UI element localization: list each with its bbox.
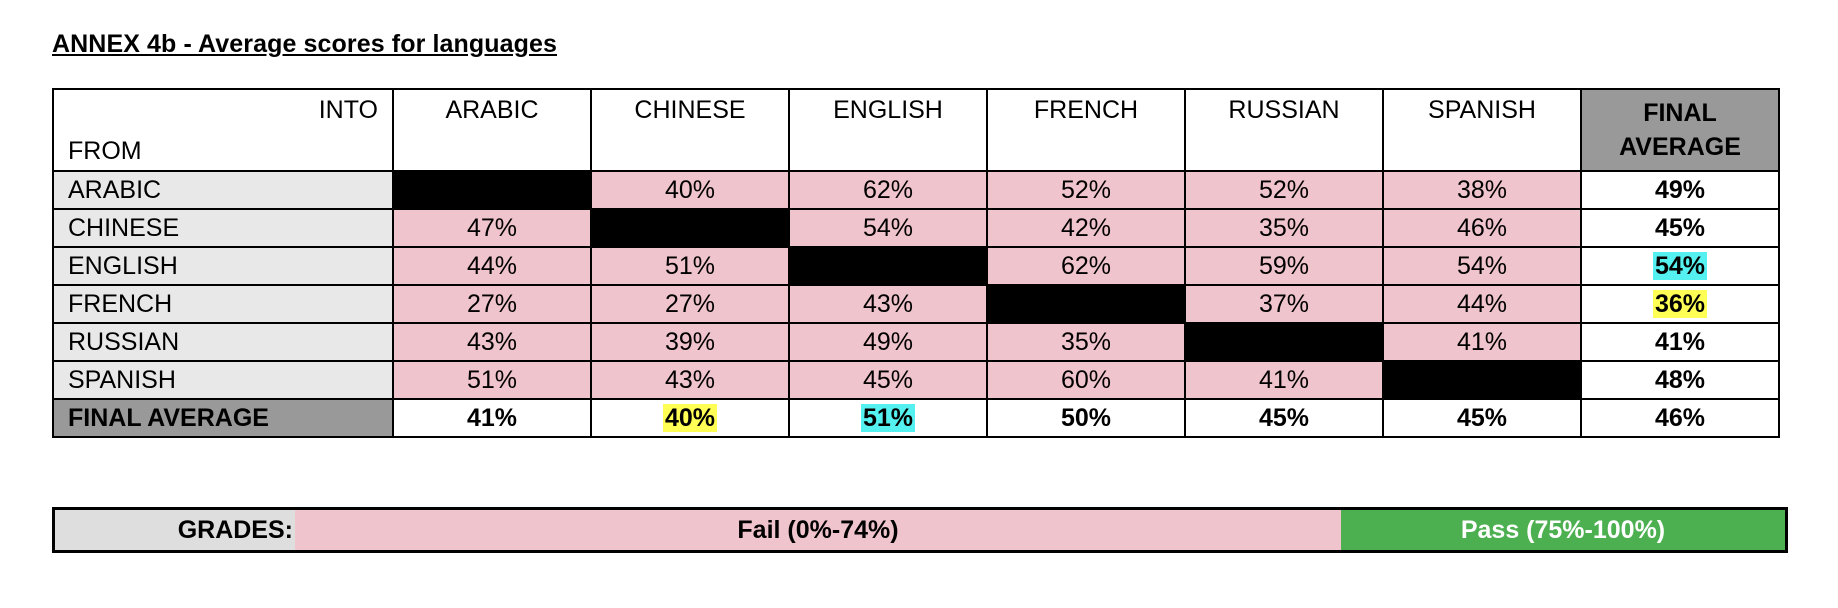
score-cell: 37% [1184,284,1384,324]
score-cell: 44% [392,246,592,286]
score-cell: 27% [392,284,592,324]
row-average-value: 45% [1654,214,1706,242]
score-cell: 39% [590,322,790,362]
score-cell: 51% [392,360,592,400]
column-header: ARABIC [392,88,592,172]
row-average-cell: 49% [1580,170,1780,210]
blank-cell [986,284,1186,324]
row-average-value: 49% [1654,176,1706,204]
column-average-value: 45% [1258,404,1310,432]
table-row: RUSSIAN 43% 39% 49% 35% 41% 41% [52,322,1780,362]
row-average-cell: 45% [1580,208,1780,248]
final-average-row: FINAL AVERAGE 41% 40% 51% 50% 45% 45% 46% [52,398,1780,438]
grades-label: GRADES: [55,510,295,550]
row-label: CHINESE [52,208,394,248]
column-average-value: 45% [1456,404,1508,432]
column-average-value: 40% [662,404,718,432]
into-label: INTO [318,96,378,124]
column-header: ENGLISH [788,88,988,172]
row-label: RUSSIAN [52,322,394,362]
corner-cell: INTO FROM [52,88,394,172]
row-average-value: 54% [1652,252,1708,280]
score-cell: 54% [788,208,988,248]
score-cell: 45% [788,360,988,400]
from-label: FROM [68,137,142,165]
column-header: SPANISH [1382,88,1582,172]
blank-cell [1382,360,1582,400]
page-title: ANNEX 4b - Average scores for languages [52,30,557,58]
grade-fail: Fail (0%-74%) [295,510,1341,550]
score-cell: 52% [986,170,1186,210]
grades-legend: GRADES: Fail (0%-74%) Pass (75%-100%) [52,507,1788,553]
score-cell: 38% [1382,170,1582,210]
score-cell: 43% [590,360,790,400]
column-average-cell: 41% [392,398,592,438]
column-header: FRENCH [986,88,1186,172]
score-cell: 49% [788,322,988,362]
row-label: ARABIC [52,170,394,210]
overall-average-cell: 46% [1580,398,1780,438]
row-average-cell: 36% [1580,284,1780,324]
score-cell: 41% [1382,322,1582,362]
score-cell: 62% [788,170,988,210]
row-average-cell: 48% [1580,360,1780,400]
row-label: SPANISH [52,360,394,400]
blank-cell [788,246,988,286]
column-header: CHINESE [590,88,790,172]
table-row: CHINESE 47% 54% 42% 35% 46% 45% [52,208,1780,248]
grade-pass: Pass (75%-100%) [1341,510,1785,550]
row-average-cell: 54% [1580,246,1780,286]
score-cell: 52% [1184,170,1384,210]
blank-cell [392,170,592,210]
column-average-value: 50% [1060,404,1112,432]
column-average-cell: 50% [986,398,1186,438]
column-header: RUSSIAN [1184,88,1384,172]
score-cell: 51% [590,246,790,286]
column-average-cell: 51% [788,398,988,438]
score-cell: 46% [1382,208,1582,248]
score-cell: 44% [1382,284,1582,324]
column-average-value: 41% [466,404,518,432]
score-cell: 35% [986,322,1186,362]
score-cell: 43% [788,284,988,324]
score-cell: 41% [1184,360,1384,400]
table-row: ARABIC 40% 62% 52% 52% 38% 49% [52,170,1780,210]
scores-table: INTO FROM ARABIC CHINESE ENGLISH FRENCH RUSSIA… [52,88,1780,438]
final-average-header: FINAL AVERAGE [1580,88,1780,172]
score-cell: 47% [392,208,592,248]
header-row: INTO FROM ARABIC CHINESE ENGLISH FRENCH RUSSIA… [52,88,1780,172]
row-average-value: 36% [1652,290,1708,318]
column-average-cell: 45% [1184,398,1384,438]
table-row: SPANISH 51% 43% 45% 60% 41% 48% [52,360,1780,400]
final-row-label: FINAL AVERAGE [52,398,394,438]
row-label: FRENCH [52,284,394,324]
score-cell: 43% [392,322,592,362]
score-cell: 62% [986,246,1186,286]
overall-average-value: 46% [1654,404,1706,432]
blank-cell [1184,322,1384,362]
column-average-value: 51% [860,404,916,432]
row-average-value: 41% [1654,328,1706,356]
score-cell: 35% [1184,208,1384,248]
score-cell: 40% [590,170,790,210]
table-row: ENGLISH 44% 51% 62% 59% 54% 54% [52,246,1780,286]
column-average-cell: 45% [1382,398,1582,438]
score-cell: 27% [590,284,790,324]
row-average-value: 48% [1654,366,1706,394]
score-cell: 60% [986,360,1186,400]
row-average-cell: 41% [1580,322,1780,362]
score-cell: 59% [1184,246,1384,286]
table-row: FRENCH 27% 27% 43% 37% 44% 36% [52,284,1780,324]
row-label: ENGLISH [52,246,394,286]
score-cell: 42% [986,208,1186,248]
blank-cell [590,208,790,248]
score-cell: 54% [1382,246,1582,286]
column-average-cell: 40% [590,398,790,438]
